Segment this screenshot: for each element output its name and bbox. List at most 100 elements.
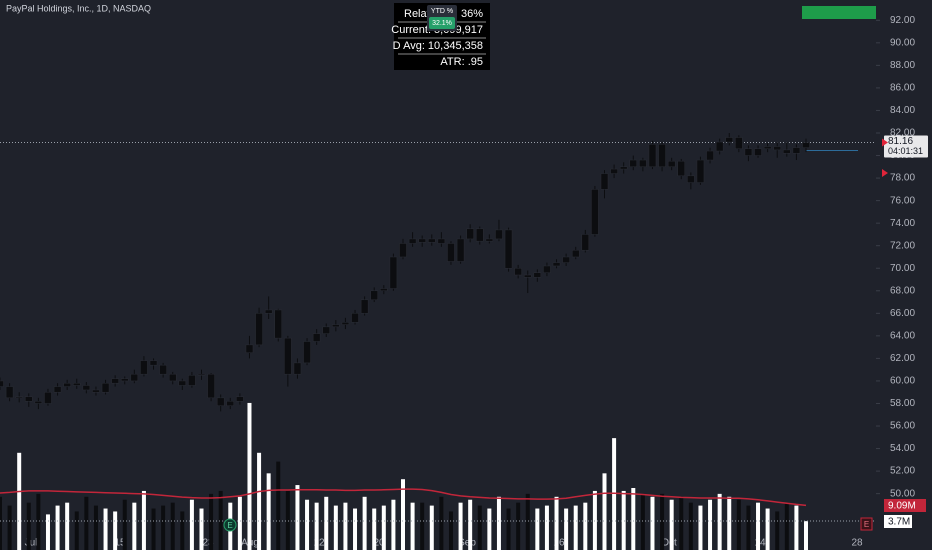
y-tick-label: 66.00: [890, 308, 915, 319]
candle-body: [783, 149, 791, 154]
candle-body: [677, 160, 686, 177]
volume-bar: [420, 502, 425, 550]
y-tick-label: 50.00: [890, 488, 915, 499]
indicator-badge: [802, 6, 876, 19]
candle-body: [130, 373, 139, 382]
volume-bar: [717, 493, 722, 550]
volume-bar: [353, 508, 358, 550]
candle-body: [341, 322, 350, 325]
candle-body: [197, 373, 206, 376]
volume-bar: [621, 490, 626, 550]
volume-bar: [237, 496, 242, 550]
candle-body: [562, 256, 570, 263]
candle-body: [15, 396, 23, 399]
candle-body: [571, 249, 580, 258]
y-tick-label: 54.00: [890, 443, 915, 454]
volume-bar: [448, 511, 453, 550]
volume-bar: [736, 499, 741, 550]
x-tick-label: 15: [114, 538, 126, 549]
volume-bar: [506, 508, 511, 550]
y-tick-label: 90.00: [890, 37, 915, 48]
volume-bar: [372, 508, 377, 550]
y-tick-label: 74.00: [890, 218, 915, 229]
volume-bar: [756, 502, 761, 550]
candle-body: [245, 344, 254, 354]
vol-label: 3.7M: [888, 517, 910, 528]
x-tick-label: 12: [313, 538, 325, 549]
volume-bar: [276, 461, 281, 550]
volume-ma-line: [0, 488, 807, 507]
candle-body: [178, 380, 187, 386]
volume-bar: [17, 452, 22, 550]
volume-bar: [285, 490, 290, 550]
candle-body: [523, 274, 532, 278]
candle-body: [236, 396, 244, 402]
candle-body: [159, 364, 167, 375]
candle-body: [581, 234, 590, 251]
volume-bar: [45, 514, 50, 550]
candle-body: [149, 360, 158, 366]
volume-bar: [669, 499, 674, 550]
x-tick-label: 16: [553, 538, 565, 549]
volume-bar: [612, 438, 617, 550]
candle-body: [408, 238, 417, 244]
volume-bar: [362, 496, 367, 550]
candle-body: [619, 166, 628, 170]
candle-body: [312, 333, 321, 342]
x-tick-label: Jul: [25, 538, 38, 549]
candle-body: [552, 262, 561, 267]
earnings-label: E: [864, 520, 869, 529]
candle-body: [735, 137, 743, 150]
y-tick-label: 82.00: [890, 128, 915, 139]
candle-body: [207, 373, 215, 399]
candle-body: [101, 382, 110, 393]
volume-bar: [189, 499, 194, 550]
volume-bar: [36, 493, 41, 550]
countdown: 04:01:31: [888, 146, 923, 156]
volume-bar: [65, 502, 70, 550]
volume-bar: [660, 493, 665, 550]
candle-body: [447, 243, 455, 262]
y-tick-label: 52.00: [890, 466, 915, 477]
atr: ATR: .95: [440, 56, 483, 68]
earnings-label: E: [227, 521, 232, 530]
y-tick-label: 86.00: [890, 83, 915, 94]
candle-body: [120, 378, 129, 382]
volume-bar: [583, 502, 588, 550]
volume-bar: [257, 452, 262, 550]
volume-bar: [439, 496, 444, 550]
price-label-bg: [884, 135, 928, 158]
candle-body: [715, 141, 724, 152]
volume-bar: [708, 499, 713, 550]
x-tick-label: 23: [202, 538, 214, 549]
volume-bar: [496, 496, 501, 550]
candle-body: [25, 396, 33, 402]
volume-bar: [775, 511, 780, 550]
candle-body: [658, 144, 666, 168]
volume-bar: [535, 508, 540, 550]
candle-body: [44, 391, 52, 404]
vol-ma-label: 9.09M: [888, 501, 916, 512]
candle-body: [629, 159, 638, 168]
candle-body: [168, 373, 177, 382]
candle-body: [0, 380, 4, 387]
volume-bar: [333, 505, 338, 550]
volume-bar: [314, 502, 319, 550]
volume-bar: [381, 505, 386, 550]
candle-body: [82, 385, 91, 391]
volume-bar: [679, 496, 684, 550]
candle-body: [754, 148, 762, 156]
candle-body: [610, 168, 618, 174]
candle-body: [696, 159, 705, 183]
volume-bar: [218, 490, 223, 550]
volume-bar: [74, 511, 79, 550]
volume-bar: [343, 502, 348, 550]
y-tick-label: 84.00: [890, 105, 915, 116]
earnings-marker: [860, 517, 873, 531]
volume-bar: [794, 505, 799, 550]
volume-bar: [26, 502, 31, 550]
candle-body: [504, 229, 513, 269]
volume-bar: [295, 485, 300, 550]
